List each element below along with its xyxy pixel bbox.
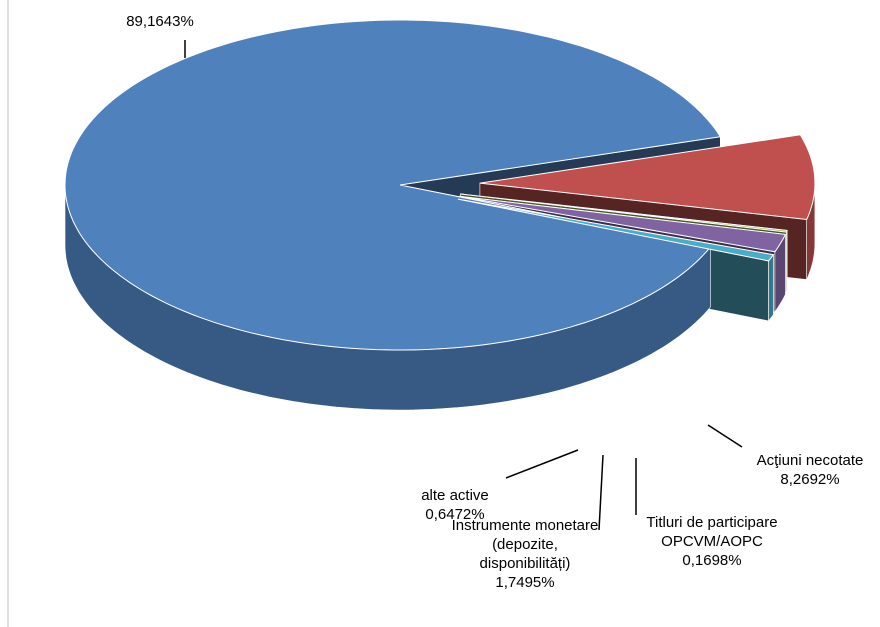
value-label: 1,7495% [495, 574, 555, 591]
data-label: Titluri de participare OPCVM/AOPC 0,1698% [622, 513, 802, 570]
category-label: Instrumente monetare (depozite, disponib… [451, 517, 599, 572]
slice [64, 19, 722, 351]
data-label: 89,1643% [100, 12, 220, 31]
value-label: 0,6472% [425, 506, 485, 523]
category-label: Titluri de participare OPCVM/AOPC [646, 514, 778, 550]
data-label: alte active 0,6472% [400, 486, 510, 524]
slice [460, 193, 788, 233]
slice-side [768, 253, 774, 322]
slice [457, 198, 775, 262]
value-label: 8,2692% [780, 471, 840, 488]
leader-line [598, 454, 604, 531]
slice [459, 195, 787, 253]
leader-line [707, 424, 743, 448]
value-label: 0,1698% [682, 552, 742, 569]
data-label: Instrumente monetare (depozite, disponib… [445, 516, 605, 592]
leader-line [505, 449, 579, 479]
value-label: 89,1643% [126, 13, 194, 30]
category-label: alte active [421, 487, 489, 504]
category-label: Acţiuni necotate [756, 452, 864, 469]
slice-side [786, 230, 788, 293]
slice [479, 134, 816, 221]
data-label: Acţiuni necotate 8,2692% [730, 451, 880, 489]
